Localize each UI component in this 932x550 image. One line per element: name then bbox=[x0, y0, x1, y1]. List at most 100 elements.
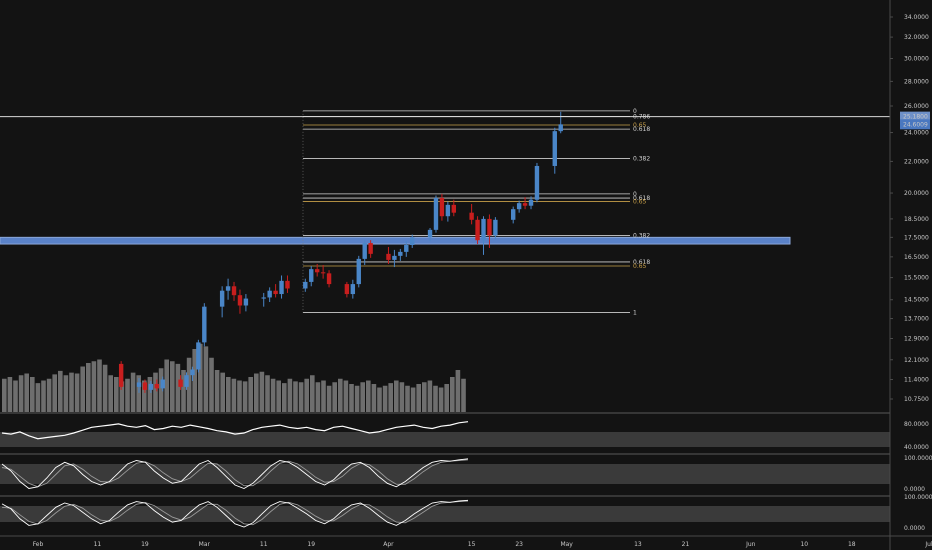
candle-body[interactable] bbox=[516, 203, 522, 210]
time-tick-label: 13 bbox=[634, 541, 642, 548]
candle-body[interactable] bbox=[184, 375, 189, 387]
support-zone-rect[interactable] bbox=[0, 236, 791, 245]
candle-body[interactable] bbox=[178, 379, 183, 387]
candle-body[interactable] bbox=[160, 379, 165, 389]
candle-body[interactable] bbox=[142, 382, 148, 390]
candle-body[interactable] bbox=[427, 229, 433, 238]
volume-bar bbox=[86, 363, 91, 412]
candle-body[interactable] bbox=[552, 131, 557, 166]
price-tick-label: 18.5000 bbox=[904, 216, 929, 223]
candle-body[interactable] bbox=[285, 280, 290, 289]
candle-body[interactable] bbox=[433, 198, 439, 230]
oscillator-tick-label: 100.0000 bbox=[904, 455, 932, 462]
candle-body[interactable] bbox=[190, 369, 195, 376]
candle-body[interactable] bbox=[410, 237, 415, 246]
candle-body[interactable] bbox=[356, 258, 361, 285]
price-tick-label: 24.0000 bbox=[904, 130, 929, 137]
candle-body[interactable] bbox=[273, 290, 278, 295]
candle-body[interactable] bbox=[439, 198, 445, 217]
price-tick-label: 22.0000 bbox=[904, 158, 929, 165]
price-tick-label: 26.0000 bbox=[904, 103, 929, 110]
volume-bar bbox=[114, 377, 119, 412]
candles[interactable] bbox=[118, 111, 563, 393]
price-tick-label: 20.0000 bbox=[904, 190, 929, 197]
candle-body[interactable] bbox=[445, 204, 451, 217]
volume-bar bbox=[450, 377, 455, 412]
time-tick-label: 19 bbox=[141, 541, 149, 548]
candle-body[interactable] bbox=[511, 209, 516, 220]
candle-body[interactable] bbox=[219, 290, 225, 307]
volume-bar bbox=[338, 378, 343, 412]
candle-body[interactable] bbox=[534, 165, 540, 200]
volume-bar bbox=[377, 387, 382, 412]
candle-body[interactable] bbox=[237, 295, 243, 306]
candle-body[interactable] bbox=[202, 306, 207, 343]
candle-body[interactable] bbox=[404, 245, 409, 252]
candle-body[interactable] bbox=[558, 124, 563, 132]
candle-body[interactable] bbox=[136, 382, 142, 387]
candle-body[interactable] bbox=[392, 255, 397, 260]
candle-body[interactable] bbox=[196, 342, 201, 370]
candle-body[interactable] bbox=[487, 218, 492, 236]
candle-body[interactable] bbox=[522, 203, 528, 206]
candle-body[interactable] bbox=[225, 286, 231, 291]
candle-body[interactable] bbox=[344, 284, 350, 295]
volume-bar bbox=[399, 382, 405, 412]
volume-bar bbox=[438, 387, 444, 412]
time-axis[interactable]: Feb 11 19 Mar 11 19 Apr 15 23 May 13 21 Jun 10 18 Jul bbox=[0, 535, 932, 548]
candle-body[interactable] bbox=[386, 253, 391, 260]
candle-body[interactable] bbox=[320, 272, 326, 274]
candle-body[interactable] bbox=[267, 290, 272, 298]
volume-bar bbox=[102, 364, 108, 412]
candle-body[interactable] bbox=[148, 383, 154, 390]
volume-bar bbox=[354, 385, 360, 412]
candle-body[interactable] bbox=[326, 273, 332, 285]
volume-bar bbox=[192, 349, 197, 412]
time-tick-label: Mar bbox=[199, 541, 211, 548]
candle-body[interactable] bbox=[362, 243, 367, 259]
volume-bar bbox=[410, 387, 416, 412]
candle-body[interactable] bbox=[243, 298, 249, 306]
candle-body[interactable] bbox=[469, 212, 474, 220]
volume-bar bbox=[80, 366, 85, 412]
candle-body[interactable] bbox=[303, 281, 308, 289]
volume-bar bbox=[231, 378, 237, 412]
fib-level-label: 0 bbox=[633, 108, 637, 115]
support-zone[interactable] bbox=[0, 236, 791, 245]
candle-body[interactable] bbox=[368, 243, 373, 254]
candle-body[interactable] bbox=[350, 284, 356, 295]
candle-body[interactable] bbox=[261, 297, 266, 299]
volume-bar bbox=[315, 382, 321, 412]
candle-body[interactable] bbox=[493, 219, 498, 236]
fib-level-label: 0.618 bbox=[633, 126, 650, 133]
candle-body[interactable] bbox=[309, 269, 314, 282]
fib-level-label: 0.382 bbox=[633, 232, 650, 239]
price-tick-label: 10.7500 bbox=[904, 396, 929, 403]
volume-bar bbox=[142, 380, 147, 412]
candle-body[interactable] bbox=[314, 269, 320, 273]
candle-body[interactable] bbox=[231, 286, 237, 296]
candle-body[interactable] bbox=[481, 218, 486, 241]
price-axis[interactable]: 34.0000 32.0000 30.0000 28.0000 26.0000 24.00… bbox=[889, 0, 929, 550]
volume-bar bbox=[416, 384, 421, 412]
rsi-line bbox=[1, 421, 469, 440]
volume-bar bbox=[91, 361, 97, 412]
oscillator-band bbox=[0, 432, 890, 447]
price-badge bbox=[900, 111, 930, 122]
candle-body[interactable] bbox=[528, 199, 534, 206]
candle-body[interactable] bbox=[118, 363, 124, 387]
candle-body[interactable] bbox=[154, 383, 159, 389]
volume-bar bbox=[310, 375, 315, 412]
candle-body[interactable] bbox=[451, 204, 456, 213]
volume-bar bbox=[343, 380, 349, 412]
fib-retracement[interactable]: 00.7860.650.6180.38200.6180.650.3820.618… bbox=[302, 108, 650, 317]
volume-bar bbox=[119, 381, 125, 412]
fib-level-label: 0 bbox=[633, 191, 637, 198]
volume-bar bbox=[136, 375, 141, 412]
candle-body[interactable] bbox=[279, 280, 284, 295]
candle-body[interactable] bbox=[475, 219, 480, 241]
candle-body[interactable] bbox=[398, 251, 403, 256]
